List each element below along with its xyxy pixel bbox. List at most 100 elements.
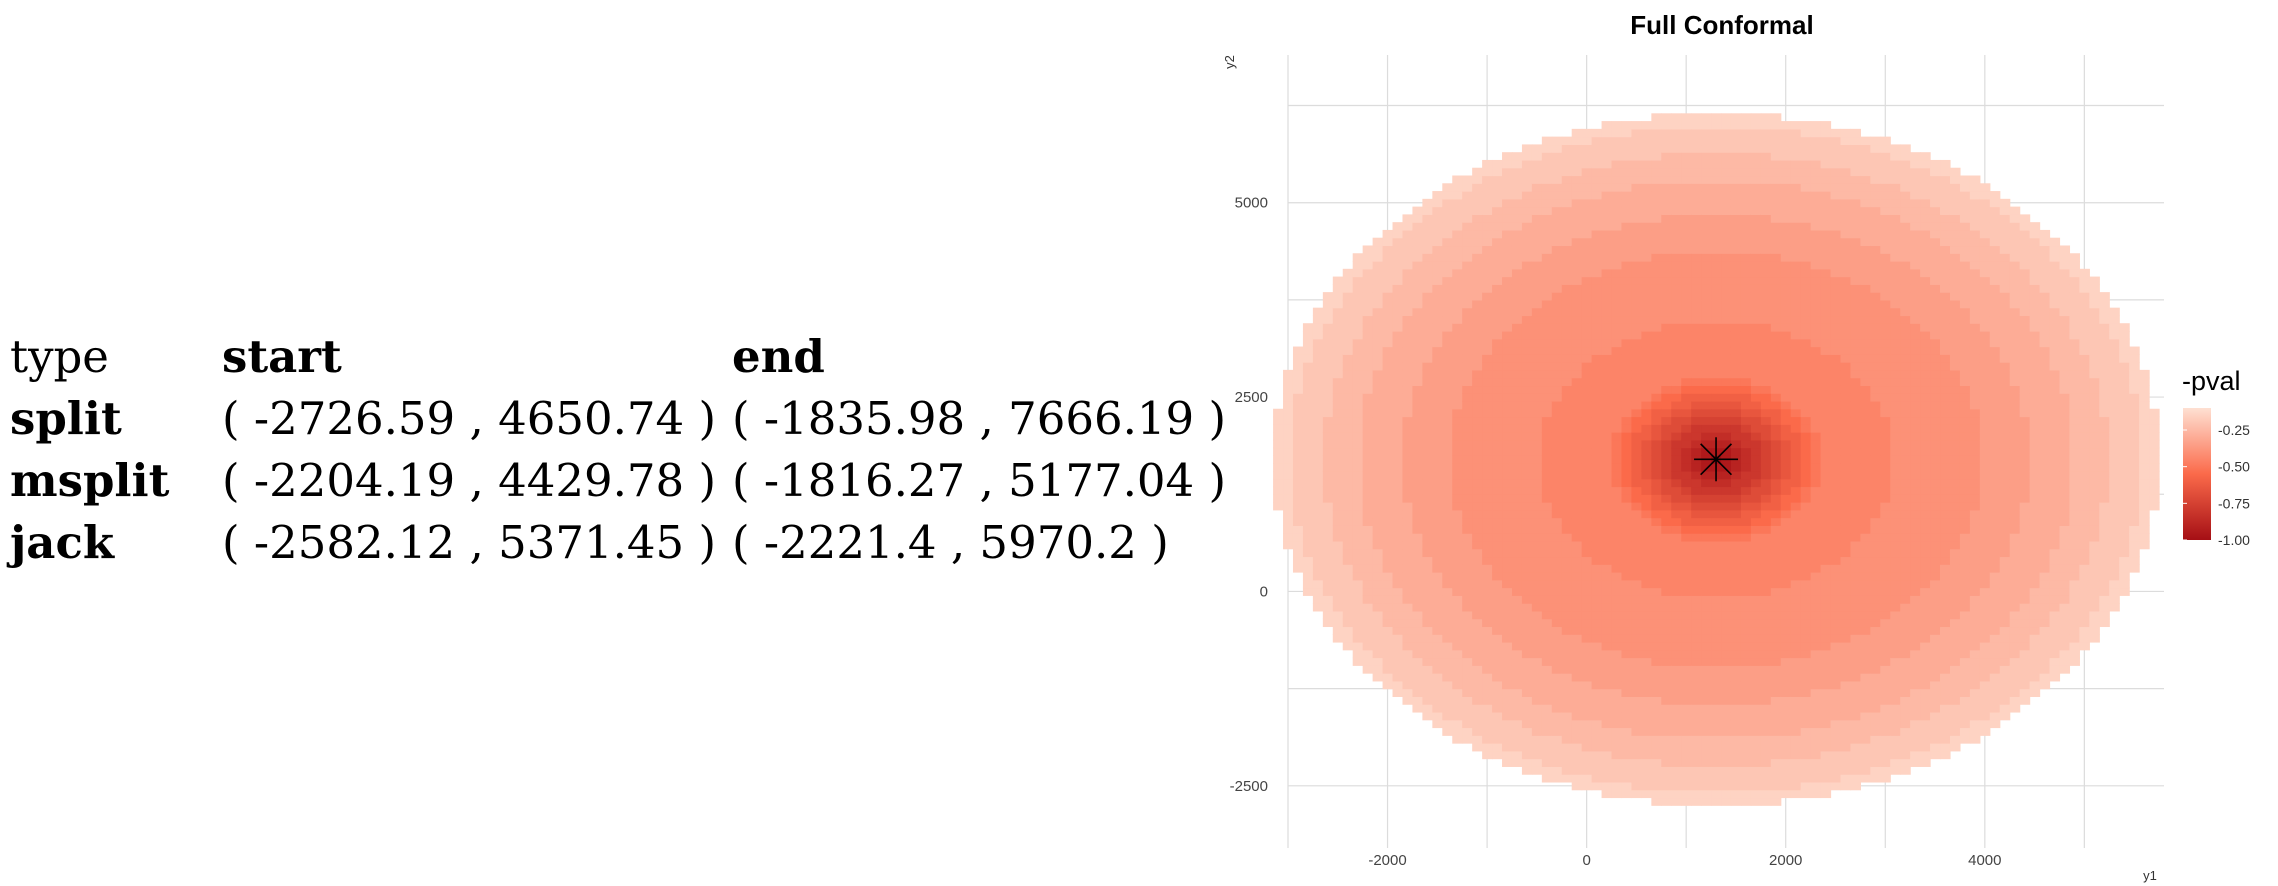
heatmap-cell [1492,416,1503,425]
heatmap-cell [1800,572,1812,581]
heatmap-cell [1651,191,1662,200]
heatmap-cell [1671,758,1682,767]
heatmap-cell [1780,424,1792,433]
heatmap-cell [1283,486,1294,495]
heatmap-cell [1402,494,1414,503]
heatmap-cell [1770,175,1782,184]
heatmap-cell [1521,626,1533,635]
heatmap-cell [1452,276,1463,285]
heatmap-cell [1541,198,1553,208]
heatmap-cell [1711,377,1722,387]
heatmap-cell [1462,198,1473,208]
heatmap-cell [1661,346,1672,355]
heatmap-cell [1541,533,1553,542]
heatmap-cell [1870,447,1881,456]
heatmap-cell [1681,338,1692,348]
heatmap-cell [1661,478,1672,488]
heatmap-cell [1342,377,1354,387]
heatmap-cell [1820,159,1832,169]
heatmap-cell [1462,673,1473,682]
heatmap-cell [1392,237,1404,247]
heatmap-cell [1740,797,1752,806]
heatmap-cell [1362,572,1374,581]
heatmap-cell [1701,299,1712,309]
heatmap-cell [1730,727,1742,736]
heatmap-cell [1760,572,1772,581]
heatmap-cell [1840,206,1852,215]
heatmap-cell [1591,494,1603,503]
heatmap-cell [1721,175,1732,184]
heatmap-cell [1412,338,1423,348]
heatmap-cell [1810,323,1822,332]
heatmap-cell [1750,175,1762,184]
heatmap-cell [1641,338,1652,348]
heatmap-cell [1870,704,1881,713]
heatmap-cell [1412,463,1423,472]
heatmap-cell [1551,299,1563,309]
heatmap-cell [1302,478,1314,488]
heatmap-cell [1511,743,1523,752]
heatmap-cell [1541,649,1553,659]
heatmap-cell [1561,649,1573,659]
heatmap-cell [1800,603,1812,612]
heatmap-cell [1730,743,1742,752]
heatmap-cell [1631,416,1642,425]
heatmap-cell [1531,556,1543,565]
heatmap-cell [1671,641,1682,651]
heatmap-cell [1412,237,1423,247]
heatmap-cell [1890,400,1901,410]
heatmap-cell [1641,447,1652,456]
heatmap-cell [1920,377,1931,387]
heatmap-cell [1551,680,1563,690]
heatmap-cell [1571,502,1583,511]
heatmap-cell [1531,330,1543,340]
heatmap-cell [1870,159,1881,169]
heatmap-cell [1611,245,1623,254]
heatmap-cell [1830,144,1842,153]
heatmap-cell [1511,167,1523,177]
heatmap-cell [1551,540,1563,550]
heatmap-cell [1472,509,1483,519]
heatmap-cell [1770,447,1782,456]
heatmap-cell [1352,641,1364,651]
heatmap-cell [1601,144,1613,153]
heatmap-cell [1671,191,1682,200]
heatmap-cell [1820,766,1832,775]
heatmap-cell [1402,634,1414,643]
heatmap-cell [1631,385,1642,394]
heatmap-cell [1820,502,1832,511]
heatmap-cell [1721,183,1732,192]
heatmap-cell [1442,299,1453,309]
heatmap-cell [1790,603,1802,612]
heatmap-cell [1760,758,1772,767]
heatmap-cell [1511,564,1523,573]
heatmap-cell [1452,665,1463,674]
heatmap-cell [1591,323,1603,332]
heatmap-cell [1521,719,1533,729]
heatmap-cell [1482,750,1493,760]
heatmap-cell [1352,509,1364,519]
heatmap-cell [1551,276,1563,285]
heatmap-cell [1482,603,1493,612]
heatmap-cell [1701,261,1712,270]
heatmap-cell [1422,237,1433,247]
heatmap-cell [1701,572,1712,581]
heatmap-cell [1352,478,1364,488]
heatmap-cell [1571,245,1583,254]
heatmap-cell [1342,416,1354,425]
heatmap-cell [1322,400,1334,410]
heatmap-cell [1581,595,1593,604]
heatmap-cell [1601,385,1613,394]
heatmap-cell [1730,665,1742,674]
heatmap-cell [1452,214,1463,223]
heatmap-cell [1332,579,1344,589]
heatmap-cell [1482,455,1493,464]
heatmap-cell [1462,649,1473,659]
heatmap-cell [1442,261,1453,270]
heatmap-cell [1312,525,1324,534]
heatmap-cell [1352,439,1364,449]
heatmap-cell [1511,198,1523,208]
heatmap-cell [1402,377,1414,387]
heatmap-cell [1292,470,1304,480]
heatmap-cell [1332,338,1344,348]
